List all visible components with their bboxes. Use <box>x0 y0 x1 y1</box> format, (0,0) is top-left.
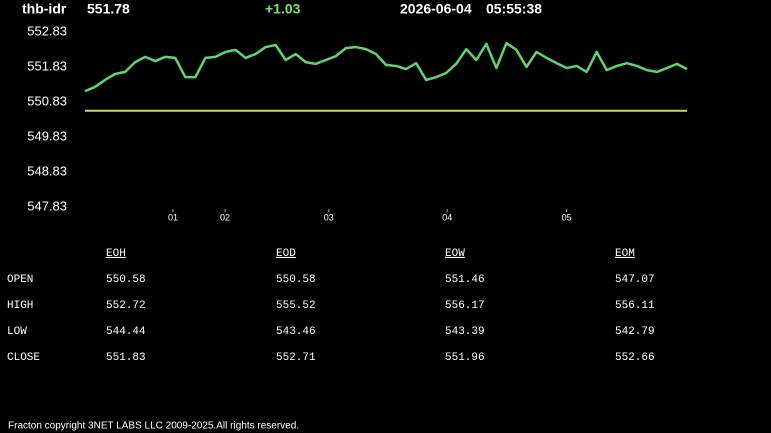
cell: 543.39 <box>445 326 485 338</box>
price-line <box>84 41 688 93</box>
x-tick-label: 02 <box>220 212 230 222</box>
cell: 552.66 <box>615 352 655 364</box>
column-header: EOW <box>445 248 465 260</box>
row-header: CLOSE <box>7 352 40 364</box>
cell: 543.46 <box>276 326 316 338</box>
y-tick-label: 551.83 <box>27 58 67 73</box>
date: 2026-06-04 <box>400 1 472 17</box>
cell: 550.58 <box>106 274 146 286</box>
cell: 555.52 <box>276 300 316 312</box>
cell: 552.72 <box>106 300 146 312</box>
x-tick-label: 01 <box>168 212 178 222</box>
cell: 551.83 <box>106 352 146 364</box>
cell: 544.44 <box>106 326 146 338</box>
y-tick-label: 552.83 <box>27 23 67 38</box>
row-header: HIGH <box>7 300 33 312</box>
cell: 551.96 <box>445 352 485 364</box>
cell: 542.79 <box>615 326 655 338</box>
footer: Fracton copyright 3NET LABS LLC 2009-202… <box>8 421 299 432</box>
cell: 556.17 <box>445 300 485 312</box>
x-tick-label: 05 <box>562 212 572 222</box>
cell: 547.07 <box>615 274 655 286</box>
column-header: EOD <box>276 248 296 260</box>
cell: 556.11 <box>615 300 655 312</box>
cell: 550.58 <box>276 274 316 286</box>
row-header: LOW <box>7 326 27 338</box>
y-tick-label: 549.83 <box>27 128 67 143</box>
change: +1.03 <box>265 1 301 17</box>
x-tick-label: 03 <box>324 212 334 222</box>
x-tick-label: 04 <box>442 212 452 222</box>
symbol: thb-idr <box>22 1 67 17</box>
row-header: OPEN <box>7 274 33 286</box>
price: 551.78 <box>87 1 130 17</box>
cell: 552.71 <box>276 352 316 364</box>
time: 05:55:38 <box>486 1 542 17</box>
y-tick-label: 550.83 <box>27 93 67 108</box>
column-header: EOM <box>615 248 635 260</box>
y-tick-label: 547.83 <box>27 198 67 213</box>
cell: 551.46 <box>445 274 485 286</box>
y-tick-label: 548.83 <box>27 163 67 178</box>
column-header: EOH <box>106 248 126 260</box>
